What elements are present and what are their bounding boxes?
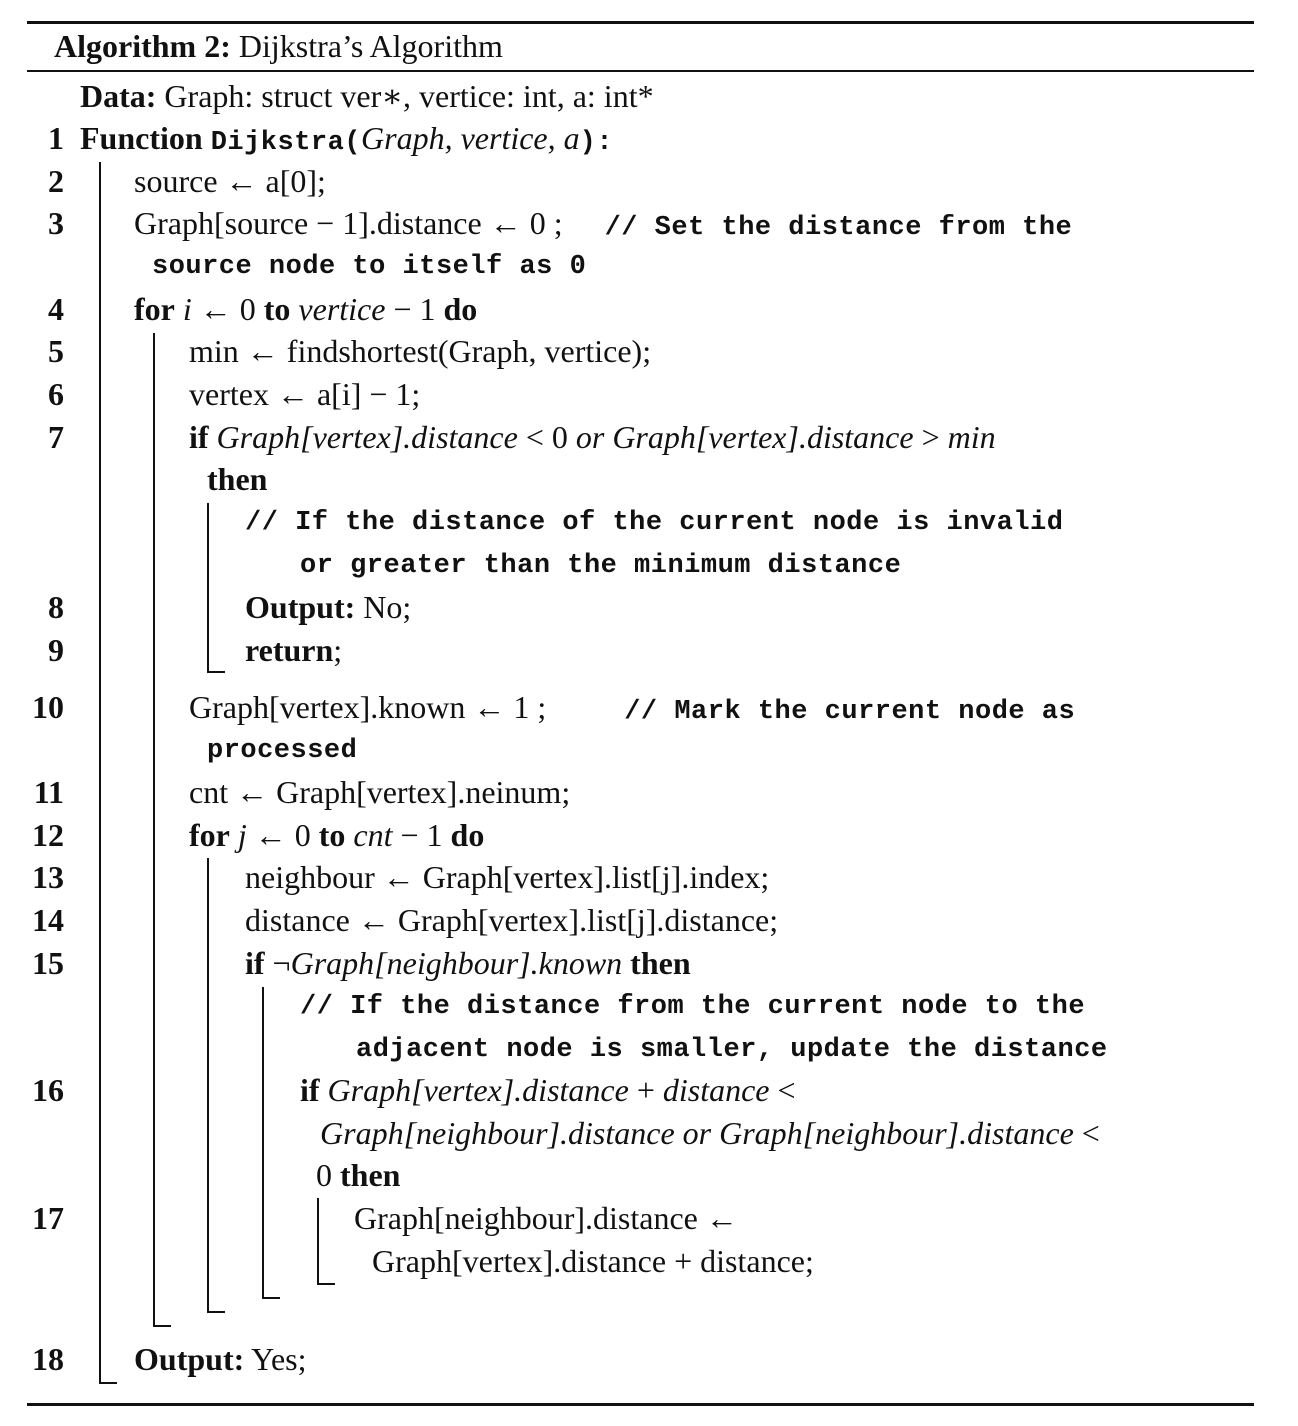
line-18-output-yes: Output: Yes; — [134, 1341, 307, 1377]
function-block-end — [99, 1382, 117, 1384]
line-10-code: Graph[vertex].known ← 1 ; — [189, 689, 547, 725]
do-keyword: do — [443, 291, 478, 327]
data-text: Graph: struct ver∗, vertice: int, a: int… — [164, 78, 654, 114]
line-7-if-invalid: if Graph[vertex].distance < 0 or Graph[v… — [189, 419, 996, 455]
line-number: 7 — [48, 419, 64, 455]
line-number: 15 — [32, 945, 64, 981]
line-number: 10 — [32, 689, 64, 725]
then-keyword: then — [207, 461, 268, 497]
line-17-update-distance: Graph[neighbour].distance ← — [354, 1200, 738, 1236]
data-keyword: Data: — [80, 78, 157, 114]
line-14-distance: distance ← Graph[vertex].list[j].distanc… — [245, 902, 779, 938]
line-10-comment-continued: processed — [207, 736, 358, 766]
line-number: 4 — [48, 291, 64, 327]
line-7-comment: // If the distance of the current node i… — [245, 508, 1064, 538]
line-6-vertex: vertex ← a[i] − 1; — [189, 376, 421, 412]
then-keyword: then — [340, 1157, 401, 1193]
for-keyword: for — [134, 291, 175, 327]
if-shorter-block-end — [317, 1283, 335, 1285]
function-end: ): — [579, 128, 614, 158]
line-3-comment-continued: source node to itself as 0 — [152, 252, 587, 282]
if-invalid-block-bar — [207, 503, 209, 673]
function-line: Function Dijkstra(Graph, vertice, a): — [80, 118, 613, 163]
bottom-rule — [27, 1403, 1254, 1406]
line-11-count: cnt ← Graph[vertex].neinum; — [189, 774, 571, 810]
algorithm-label: Algorithm 2: — [54, 28, 231, 64]
line-number: 13 — [32, 859, 64, 895]
line-16-condition-continued: Graph[neighbour].distance or Graph[neigh… — [320, 1115, 1100, 1151]
function-name: Dijkstra( — [210, 128, 362, 158]
line-13-neighbour: neighbour ← Graph[vertex].list[j].index; — [245, 859, 770, 895]
line-number: 11 — [33, 774, 64, 810]
line-15-comment: // If the distance from the current node… — [300, 992, 1086, 1022]
function-params: Graph, vertice, a — [361, 120, 580, 156]
caption-rule — [27, 70, 1254, 72]
line-3-init-distance: Graph[source − 1].distance ← 0 ; // Set t… — [134, 203, 1072, 248]
line-15-comment-continued: adjacent node is smaller, update the dis… — [356, 1035, 1108, 1065]
for-keyword: for — [189, 817, 230, 853]
line-16-if-shorter: if Graph[vertex].distance + distance < — [300, 1072, 796, 1108]
line-number: 9 — [48, 632, 64, 668]
line-15-if-unknown: if ¬Graph[neighbour].known then — [245, 945, 691, 981]
data-line: Data: Graph: struct ver∗, vertice: int, … — [80, 76, 654, 116]
outer-for-block-bar — [153, 333, 155, 1327]
line-3-code: Graph[source − 1].distance ← 0 ; — [134, 205, 563, 241]
output-keyword: Output: — [245, 589, 356, 625]
do-keyword: do — [450, 817, 485, 853]
function-keyword: Function — [80, 120, 203, 156]
line-10-mark-known: Graph[vertex].known ← 1 ; // Mark the cur… — [189, 687, 1075, 732]
line-8-output-no: Output: No; — [245, 589, 412, 625]
line-16-condition-end: 0 then — [316, 1157, 401, 1193]
line-number: 18 — [32, 1341, 64, 1377]
algorithm-title: Dijkstra’s Algorithm — [238, 28, 503, 64]
line-number: 3 — [48, 205, 64, 241]
if-invalid-block-end — [207, 671, 225, 673]
line-9-return: return; — [245, 632, 343, 668]
line-number: 12 — [32, 817, 64, 853]
inner-for-block-end — [207, 1311, 225, 1313]
function-block-bar — [99, 162, 101, 1384]
outer-for-block-end — [153, 1325, 171, 1327]
line-number: 2 — [48, 163, 64, 199]
line-2-source: source ← a[0]; — [134, 163, 326, 199]
to-keyword: to — [318, 817, 346, 853]
line-17-update-continued: Graph[vertex].distance + distance; — [372, 1243, 814, 1279]
return-keyword: return — [245, 632, 334, 668]
line-number: 5 — [48, 333, 64, 369]
line-12-inner-for: for j ← 0 to cnt − 1 do — [189, 817, 485, 853]
if-keyword: if — [189, 419, 209, 455]
line-number: 16 — [32, 1072, 64, 1108]
line-number: 6 — [48, 376, 64, 412]
line-number: 1 — [48, 120, 64, 156]
line-number: 17 — [32, 1200, 64, 1236]
if-unknown-block-end — [262, 1297, 280, 1299]
output-keyword: Output: — [134, 1341, 245, 1377]
if-shorter-block-bar — [317, 1198, 319, 1285]
to-keyword: to — [263, 291, 291, 327]
line-7-comment-continued: or greater than the minimum distance — [300, 551, 902, 581]
then-keyword: then — [630, 945, 691, 981]
line-5-find-min: min ← findshortest(Graph, vertice); — [189, 333, 652, 369]
algorithm-caption: Algorithm 2: Dijkstra’s Algorithm — [54, 26, 503, 66]
line-10-comment: // Mark the current node as — [624, 697, 1076, 727]
if-keyword: if — [300, 1072, 320, 1108]
line-number: 8 — [48, 589, 64, 625]
if-unknown-block-bar — [262, 987, 264, 1299]
line-number: 14 — [32, 902, 64, 938]
line-3-comment: // Set the distance from the — [604, 213, 1073, 243]
line-4-outer-for: for i ← 0 to vertice − 1 do — [134, 291, 478, 327]
top-rule — [27, 21, 1254, 24]
inner-for-block-bar — [207, 858, 209, 1313]
if-keyword: if — [245, 945, 265, 981]
